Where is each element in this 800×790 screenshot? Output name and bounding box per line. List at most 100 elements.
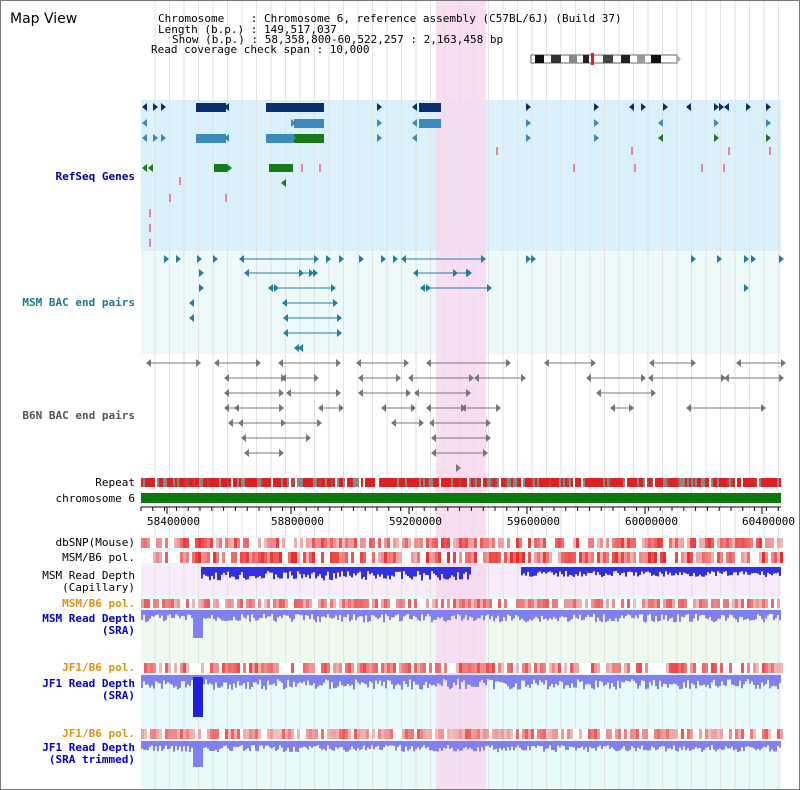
repeat-block — [235, 478, 237, 487]
msm-pol-cell — [378, 552, 381, 563]
dbsnp-cell — [642, 538, 645, 548]
msm-sra-depth-bar — [693, 610, 695, 619]
track-label-msm-depth-cap[interactable]: MSM Read Depth — [42, 569, 135, 582]
repeat-block — [417, 478, 419, 487]
jf1-sra-depth-bar — [243, 675, 245, 684]
msm-cap-depth-bar — [383, 567, 385, 579]
msm-pol2-cell — [642, 599, 645, 608]
repeat-block — [555, 478, 557, 487]
msm-pol-cell — [363, 552, 366, 563]
jf1-trim-depth-bar — [559, 741, 561, 748]
msm-sra-depth-bar — [705, 610, 707, 619]
repeat-block — [317, 478, 319, 487]
gene-mark — [179, 177, 181, 185]
repeat-block — [143, 478, 145, 487]
chromosome-ideogram-icon[interactable] — [529, 53, 683, 65]
msm-sra-depth-bar — [201, 610, 203, 638]
track-label-jf1-pol-2[interactable]: JF1/B6 pol. — [62, 727, 135, 740]
jf1-pol2-cell — [648, 729, 651, 739]
jf1-trim-depth-bar — [675, 741, 677, 751]
dbsnp-cell — [534, 538, 537, 548]
msm-pol-cell — [618, 552, 621, 563]
msm-pol-cell — [234, 552, 237, 563]
jf1-pol-cell — [192, 663, 195, 673]
msm-sra-depth-bar — [559, 610, 561, 618]
msm-sra-depth-bar — [507, 610, 509, 615]
msm-sra-depth-bar — [715, 610, 717, 622]
jf1-trim-depth-bar — [547, 741, 549, 749]
msm-cap-depth-bar — [537, 567, 539, 573]
repeat-block — [237, 478, 239, 487]
repeat-block — [543, 478, 545, 487]
msm-pol-cell — [177, 552, 180, 563]
track-label-repeat[interactable]: Repeat — [95, 476, 135, 489]
track-label-chromosome[interactable]: chromosome 6 — [55, 492, 135, 505]
jf1-trim-depth-bar — [533, 741, 535, 747]
jf1-pol-cell — [729, 663, 732, 673]
jf1-sra-depth-bar — [589, 675, 591, 685]
dbsnp-cell — [618, 538, 621, 548]
msm-pol2-cell — [354, 599, 357, 608]
jf1-trim-depth-bar — [531, 741, 533, 747]
jf1-pol2-cell — [360, 729, 363, 739]
repeat-block — [717, 478, 719, 487]
msm-pol2-cell — [777, 599, 780, 608]
track-label-jf1-depth-trim[interactable]: JF1 Read Depth — [42, 741, 135, 754]
dbsnp-cell — [429, 538, 432, 548]
jf1-pol2-cell — [141, 729, 144, 739]
repeat-block — [365, 478, 367, 487]
repeat-block — [727, 478, 729, 487]
jf1-trim-depth-bar — [313, 741, 315, 747]
track-label-jf1-pol-1[interactable]: JF1/B6 pol. — [62, 661, 135, 674]
jf1-pol2-cell — [708, 729, 711, 739]
dbsnp-cell — [504, 538, 507, 548]
dbsnp-cell — [600, 538, 603, 548]
jf1-pol2-cell — [246, 729, 249, 739]
dbsnp-cell — [648, 538, 651, 548]
jf1-pol2-cell — [726, 729, 729, 739]
msm-pol2-cell — [438, 599, 441, 608]
msm-pol2-cell — [474, 599, 477, 608]
jf1-pol2-cell — [540, 729, 543, 739]
msm-sra-depth-bar — [545, 610, 547, 619]
msm-pol2-cell — [549, 599, 552, 608]
gene-arrow — [336, 389, 341, 397]
jf1-sra-depth-bar — [493, 675, 495, 690]
jf1-depth-spike — [193, 677, 203, 717]
track-label-msm-bac[interactable]: MSM BAC end pairs — [22, 296, 135, 309]
msm-sra-depth-bar — [417, 610, 419, 620]
jf1-trim-depth-bar — [461, 741, 463, 751]
dbsnp-cell — [630, 538, 633, 548]
msm-pol2-cell — [414, 599, 417, 608]
repeat-block — [141, 478, 143, 487]
jf1-trim-depth-bar — [735, 741, 737, 750]
msm-pol2-cell — [201, 599, 204, 608]
gene-arrow — [331, 284, 336, 292]
repeat-block — [567, 478, 569, 487]
jf1-trim-depth-bar — [703, 741, 705, 751]
track-label-b6n-bac[interactable]: B6N BAC end pairs — [22, 409, 135, 422]
track-label-msm-depth-sra[interactable]: MSM Read Depth — [42, 612, 135, 625]
track-label-msm-pol-1[interactable]: MSM/B6 pol. — [62, 551, 135, 564]
gene-arrow — [629, 103, 634, 111]
dbsnp-cell — [507, 538, 510, 548]
msm-pol-cell — [423, 552, 426, 563]
repeat-block — [147, 478, 149, 487]
dbsnp-cell — [183, 538, 186, 548]
msm-sra-depth-bar — [267, 610, 269, 617]
repeat-block — [531, 478, 533, 487]
repeat-block — [751, 478, 753, 487]
jf1-pol2-cell — [267, 729, 270, 739]
jf1-sra-depth-bar — [159, 675, 161, 684]
track-label-msm-pol-2[interactable]: MSM/B6 pol. — [62, 597, 135, 610]
track-label-jf1-depth-sra[interactable]: JF1 Read Depth — [42, 677, 135, 690]
jf1-pol2-cell — [573, 729, 576, 739]
track-label-dbsnp[interactable]: dbSNP(Mouse) — [55, 536, 135, 549]
repeat-block — [519, 478, 521, 487]
msm-pol2-cell — [600, 599, 603, 608]
jf1-pol2-cell — [198, 729, 201, 739]
jf1-pol2-cell — [408, 729, 411, 739]
track-label-refseq-genes[interactable]: RefSeq Genes — [55, 170, 135, 183]
repeat-block — [205, 478, 207, 487]
